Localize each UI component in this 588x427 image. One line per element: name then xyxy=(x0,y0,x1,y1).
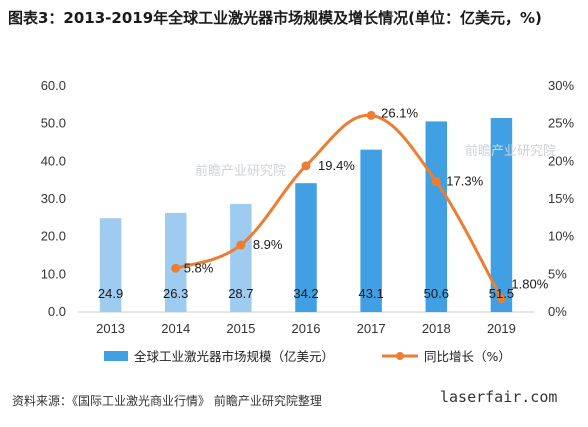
bar xyxy=(99,218,122,312)
legend-line-marker xyxy=(396,352,404,360)
bar xyxy=(164,212,187,312)
bar-value-label: 26.3 xyxy=(163,286,188,301)
y-axis-tick-label: 40.0 xyxy=(41,153,66,168)
legend-line-label: 同比增长（%） xyxy=(424,349,511,364)
y-axis-tick-label: 50.0 xyxy=(41,116,66,131)
y-axis-tick-label: 10.0 xyxy=(41,266,66,281)
bar xyxy=(425,121,448,312)
bar-value-label: 24.9 xyxy=(98,286,123,301)
x-axis-tick-label: 2014 xyxy=(161,321,190,336)
bar xyxy=(230,203,252,312)
bar-value-label: 51.5 xyxy=(489,286,514,301)
growth-value-label: 8.9% xyxy=(253,237,283,252)
growth-value-label: 17.3% xyxy=(446,174,483,189)
bar-value-label: 34.2 xyxy=(293,286,318,301)
watermark-text-right: 前瞻产业研究院 xyxy=(465,144,557,159)
watermark-text: 前瞻产业研究院 xyxy=(195,164,287,179)
y2-axis-tick-label: 10% xyxy=(548,229,574,244)
growth-point xyxy=(431,177,441,187)
growth-point xyxy=(301,161,311,171)
y2-axis-tick-label: 5% xyxy=(548,266,567,281)
growth-value-label: 1.80% xyxy=(511,276,548,291)
bar xyxy=(360,149,382,312)
x-axis-tick-label: 2015 xyxy=(226,321,255,336)
y2-axis-tick-label: 0% xyxy=(548,304,567,319)
source-note: 资料来源：《国际工业激光商业行情》 前瞻产业研究院整理 xyxy=(12,394,322,408)
growth-point xyxy=(236,240,246,250)
growth-point xyxy=(496,293,506,303)
y-axis-tick-label: 60.0 xyxy=(41,78,66,93)
bar xyxy=(295,183,317,312)
y-axis-tick-label: 30.0 xyxy=(41,191,66,206)
y2-axis-tick-label: 20% xyxy=(548,153,574,168)
chart-title: 图表3：2013-2019年全球工业激光器市场规模及增长情况(单位：亿美元，%) xyxy=(8,9,542,27)
y-axis-tick-label: 0.0 xyxy=(48,304,66,319)
legend-bar-swatch xyxy=(104,351,128,361)
growth-line xyxy=(174,113,503,300)
y2-axis-tick-label: 25% xyxy=(548,116,574,131)
growth-value-label: 19.4% xyxy=(318,158,355,173)
growth-point xyxy=(366,110,376,120)
x-axis-tick-label: 2016 xyxy=(292,321,321,336)
y2-axis-tick-label: 15% xyxy=(548,191,574,206)
y-axis-tick-label: 20.0 xyxy=(41,229,66,244)
brand-text: laserfair.com xyxy=(440,388,558,406)
x-axis-tick-label: 2019 xyxy=(487,321,516,336)
x-axis-tick-label: 2017 xyxy=(357,321,386,336)
growth-value-label: 5.8% xyxy=(184,260,214,275)
bar-value-label: 43.1 xyxy=(358,286,383,301)
legend-bar-label: 全球工业激光器市场规模（亿美元） xyxy=(134,349,334,364)
x-axis-tick-label: 2013 xyxy=(96,321,125,336)
x-axis-tick-label: 2018 xyxy=(422,321,451,336)
bar xyxy=(490,118,513,313)
growth-value-label: 26.1% xyxy=(381,105,418,120)
growth-point xyxy=(171,263,181,273)
bar-value-label: 28.7 xyxy=(228,286,253,301)
y2-axis-tick-label: 30% xyxy=(548,78,574,93)
bar-value-label: 50.6 xyxy=(424,286,449,301)
